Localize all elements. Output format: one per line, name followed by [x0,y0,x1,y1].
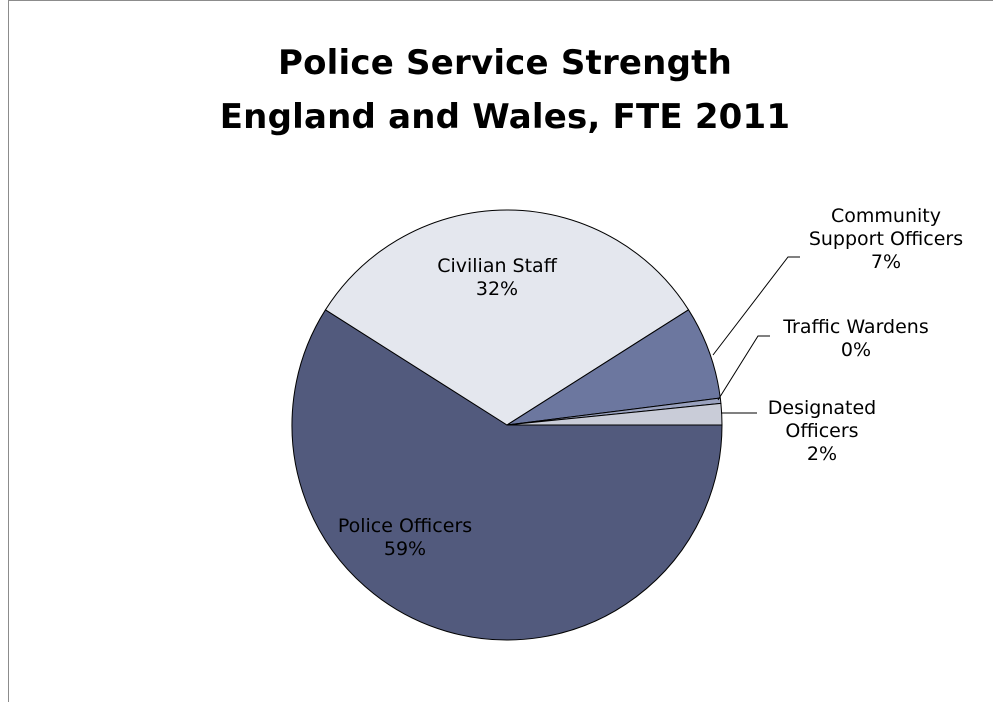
data-label-police-officers: Police Officers 59% [338,515,472,560]
data-label-community-support-officers: Community Support Officers 7% [809,205,963,273]
pie-slices [291,209,723,641]
data-label-name: Traffic Wardens [782,316,929,338]
leader-line-traffic-wardens [717,335,770,401]
data-label-name: Community [831,205,941,227]
data-label-name: Support Officers [809,228,963,250]
data-label-name: Police Officers [338,515,472,537]
data-label-value: 7% [871,251,901,273]
pie-slice-civilian-staff [324,209,690,426]
leader-lines [712,256,800,414]
data-labels: Police Officers 59% Civilian Staff 32% Commu… [338,205,963,560]
chart-title-line-2: England and Wales, FTE 2011 [219,97,791,137]
data-label-civilian-staff: Civilian Staff 32% [437,255,558,300]
data-label-name: Officers [785,420,858,442]
data-label-traffic-wardens: Traffic Wardens 0% [782,316,929,361]
data-label-designated-officers: Designated Officers 2% [768,397,876,465]
data-label-value: 0% [841,339,871,361]
chart-title: Police Service Strength England and Wale… [0,36,993,144]
pie-slice-police-officers [291,309,723,641]
data-label-value: 59% [384,538,426,560]
pie-slice-designated-officers [506,402,723,426]
leader-line-community-support-officers [712,256,800,356]
data-label-name: Designated [768,397,876,419]
data-label-value: 32% [476,278,518,300]
data-label-value: 2% [807,443,837,465]
chart-title-line-1: Police Service Strength [278,43,732,83]
data-label-name: Civilian Staff [437,255,558,277]
